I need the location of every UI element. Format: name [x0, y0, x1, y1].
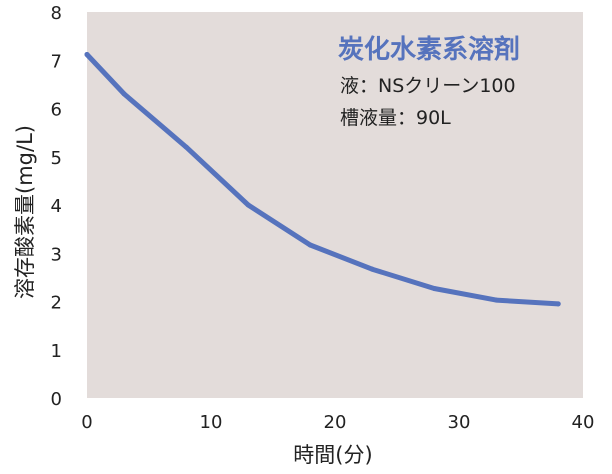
y-tick-label: 8 [51, 3, 62, 24]
data-point [431, 285, 437, 291]
x-axis-label: 時間(分) [293, 443, 372, 467]
y-tick-label: 6 [51, 100, 62, 121]
x-tick-label: 20 [324, 412, 347, 433]
data-point [245, 202, 251, 208]
data-point [369, 266, 375, 272]
x-tick-label: 30 [448, 412, 471, 433]
data-point [183, 144, 189, 150]
data-point [121, 91, 127, 97]
y-tick-label: 2 [51, 293, 62, 314]
y-tick-label: 5 [51, 148, 62, 169]
x-tick-label: 10 [200, 412, 223, 433]
y-tick-label: 3 [51, 244, 62, 265]
annotation-liquid: 液：NSクリーン100 [340, 75, 516, 97]
data-point [555, 301, 561, 307]
y-axis-label: 溶存酸素量(mg/L) [13, 125, 37, 299]
y-tick-label: 7 [51, 51, 62, 72]
data-point [307, 242, 313, 248]
y-tick-label: 0 [51, 389, 62, 410]
x-tick-label: 40 [572, 412, 595, 433]
y-tick-label: 4 [51, 196, 62, 217]
data-point [493, 297, 499, 303]
x-tick-label: 0 [81, 412, 92, 433]
y-axis-ticks: 0 1 2 3 4 5 6 7 8 [51, 3, 62, 410]
x-axis-ticks: 0 10 20 30 40 [81, 412, 594, 433]
chart-title: 炭化水素系溶剤 [338, 34, 520, 65]
annotation-tank-volume: 槽液量：90L [340, 107, 451, 129]
plot-area [87, 12, 583, 398]
data-point [84, 51, 90, 57]
y-tick-label: 1 [51, 341, 62, 362]
